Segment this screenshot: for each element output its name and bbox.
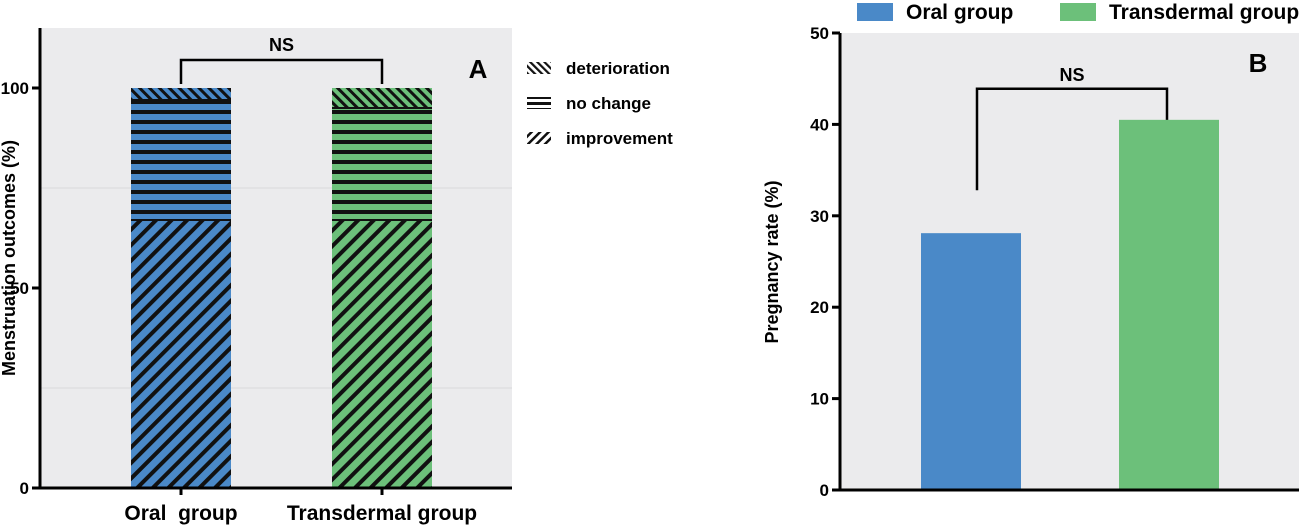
panel-a-bracket-line: [179, 58, 384, 84]
legend-label-no-change: no change: [566, 94, 651, 113]
panel-b-significance-bracket: NS: [975, 65, 1169, 191]
legend-swatch-oral-group: [857, 3, 893, 21]
panel-b-y-tick-label-0: 0: [820, 481, 829, 500]
panel-b-plot-background: [840, 33, 1299, 490]
bar-transdermal-group: [1119, 119, 1219, 490]
bar-improvement-transdermal: [332, 220, 432, 488]
legend-swatch-improvement: [527, 132, 551, 144]
panel-a-axes: [38, 28, 512, 490]
panel-a-y-axis-title: Menstruation outcomes (%): [0, 140, 19, 376]
bar-improvement-oral: [131, 220, 231, 488]
panel-a-x-categories: Oral group Transdermal group: [124, 488, 477, 525]
panel-b-bars: [921, 119, 1219, 490]
panel-a-gridlines: [40, 187, 512, 389]
panel-a-significance-bracket: NS: [179, 35, 384, 84]
panel-b-bracket-line: [975, 87, 1169, 191]
panel-b: 0 10 20 30 40 50 Pregnancy rate (%) NS B Oral…: [762, 1, 1299, 500]
panel-b-legend: Oral group Transdermal group: [857, 1, 1299, 24]
panel-b-axes: [838, 33, 1299, 492]
legend-label-improvement: improvement: [566, 129, 673, 148]
panel-a-plot-background: [40, 28, 512, 488]
bar-deterioration-oral: [131, 88, 231, 100]
bar-no-change-transdermal: [332, 108, 432, 220]
bar-deterioration-transdermal: [332, 88, 432, 108]
panel-a-y-ticks: 0 50 100: [1, 79, 40, 498]
panel-b-letter: B: [1249, 48, 1268, 78]
panel-b-y-tick-label-20: 20: [810, 298, 829, 317]
panel-a-legend: deterioration no change improvement: [527, 59, 673, 148]
panel-a-y-tick-label-50: 50: [10, 279, 29, 298]
legend-swatch-transdermal-group: [1060, 3, 1096, 21]
legend-label-transdermal-group: Transdermal group: [1109, 1, 1299, 24]
panel-b-y-tick-label-40: 40: [810, 115, 829, 134]
legend-swatch-deterioration: [527, 62, 551, 74]
panel-a-letter: A: [469, 54, 488, 84]
panel-b-y-ticks: 0 10 20 30 40 50: [810, 24, 840, 500]
panel-a-significance-label: NS: [269, 35, 294, 55]
panel-a-bars: [131, 88, 432, 488]
legend-swatch-no-change: [527, 97, 551, 109]
panel-b-y-tick-label-30: 30: [810, 207, 829, 226]
panel-a-y-tick-label-100: 100: [1, 79, 29, 98]
legend-label-oral-group: Oral group: [906, 1, 1013, 24]
bar-no-change-oral: [131, 100, 231, 220]
panel-b-y-tick-label-10: 10: [810, 390, 829, 409]
panel-a: 0 50 100 Oral group Transdermal group Menst…: [0, 28, 673, 525]
panel-a-y-tick-label-0: 0: [20, 479, 29, 498]
panel-a-x-category-label: Oral group: [124, 502, 237, 525]
panel-b-y-axis-title: Pregnancy rate (%): [762, 180, 782, 343]
panel-a-x-category-label: Transdermal group: [287, 502, 477, 525]
panel-b-significance-label: NS: [1059, 65, 1084, 85]
legend-label-deterioration: deterioration: [566, 59, 670, 78]
panel-b-y-tick-label-50: 50: [810, 24, 829, 43]
bar-oral-group: [921, 233, 1021, 490]
